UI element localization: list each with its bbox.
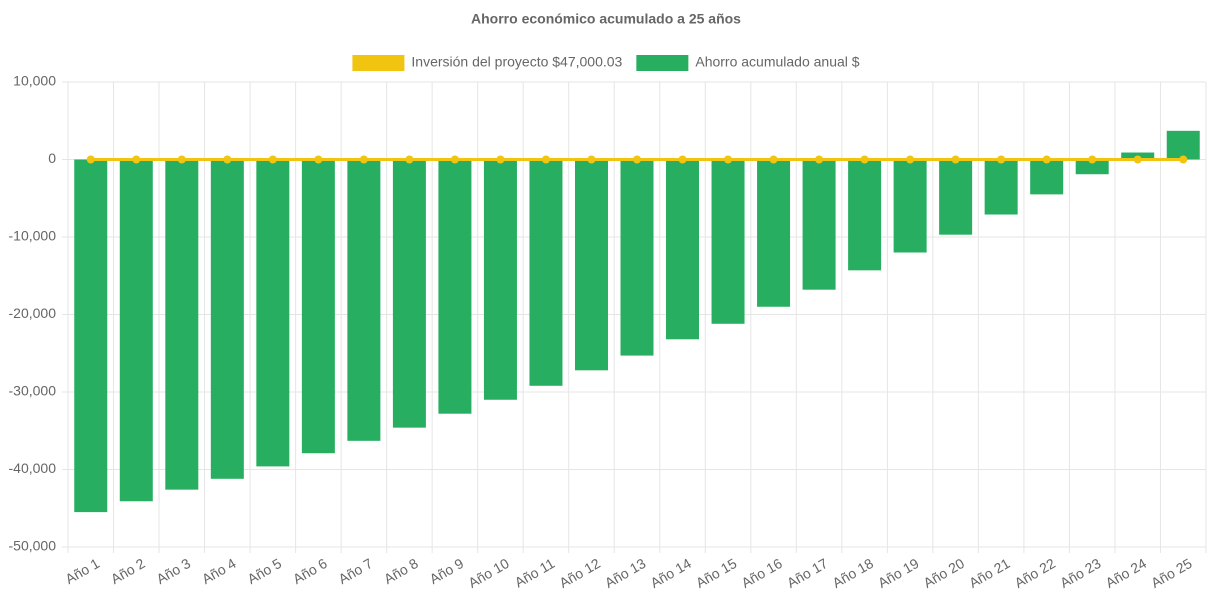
chart-title: Ahorro económico acumulado a 25 años (471, 11, 741, 27)
y-tick-label: -40,000 (9, 460, 57, 476)
legend-item: Inversión del proyecto $47,000.03 (352, 54, 623, 71)
line-point (1179, 155, 1188, 164)
bar (802, 159, 836, 290)
x-tick-label: Año 25 (1148, 555, 1195, 591)
x-tick-label: Año 1 (62, 555, 102, 587)
x-tick-label: Año 8 (381, 555, 421, 587)
bar (1075, 159, 1109, 175)
x-tick-label: Año 9 (427, 555, 467, 587)
bar (939, 159, 973, 235)
bar (165, 159, 199, 490)
x-tick-label: Año 5 (245, 555, 285, 587)
legend-swatch (636, 55, 689, 71)
y-tick-label: -50,000 (9, 538, 57, 554)
line-point (860, 155, 869, 164)
x-tick-label: Año 23 (1057, 555, 1104, 591)
bar (119, 159, 153, 502)
bar (711, 159, 745, 324)
legend-label: Inversión del proyecto $47,000.03 (411, 54, 622, 70)
x-tick-label: Año 13 (602, 555, 649, 591)
y-tick-label: -30,000 (9, 383, 57, 399)
line-point (1133, 155, 1142, 164)
x-tick-label: Año 18 (830, 555, 877, 591)
x-tick-label: Año 17 (784, 555, 831, 591)
x-tick-label: Año 12 (556, 555, 603, 591)
x-tick-label: Año 15 (693, 555, 740, 591)
y-tick-label: 10,000 (13, 73, 56, 89)
legend: Inversión del proyecto $47,000.03 Ahorro … (352, 54, 860, 71)
legend-item: Ahorro acumulado anual $ (636, 54, 860, 71)
bar (74, 159, 108, 513)
line-point (815, 155, 824, 164)
line-point (450, 155, 459, 164)
y-tick-label: 0 (48, 150, 56, 166)
line-point (496, 155, 505, 164)
x-tick-label: Año 7 (336, 555, 376, 587)
line-point (951, 155, 960, 164)
line-point (678, 155, 687, 164)
line-point (1042, 155, 1051, 164)
bar (392, 159, 426, 428)
bar (210, 159, 244, 479)
x-tick-label: Año 11 (512, 555, 558, 591)
line-point (314, 155, 323, 164)
x-tick-label: Año 3 (153, 555, 193, 587)
x-tick-label: Año 22 (1012, 555, 1059, 591)
line-point (132, 155, 141, 164)
bar (483, 159, 517, 400)
line-point (769, 155, 778, 164)
line-point (359, 155, 368, 164)
bar (848, 159, 882, 271)
y-tick-label: -10,000 (9, 228, 57, 244)
bar (757, 159, 791, 307)
x-tick-label: Año 20 (921, 555, 968, 591)
bar (301, 159, 335, 454)
bar (438, 159, 472, 414)
x-tick-label: Año 2 (108, 555, 148, 587)
bar (984, 159, 1018, 215)
x-tick-label: Año 16 (738, 555, 785, 591)
line-point (633, 155, 641, 164)
line-point (906, 155, 915, 164)
legend-swatch (352, 55, 405, 71)
line-point (177, 155, 186, 164)
x-tick-label: Año 6 (290, 555, 330, 587)
bar (620, 159, 654, 356)
line-point (724, 155, 733, 164)
bar (1030, 159, 1064, 195)
line-point (1088, 155, 1097, 164)
line-point (86, 155, 95, 164)
bar (256, 159, 290, 467)
line-point (587, 155, 596, 164)
line-point (997, 155, 1006, 164)
line-point (541, 155, 550, 164)
x-tick-label: Año 10 (465, 555, 512, 591)
bar (529, 159, 563, 386)
x-tick-label: Año 24 (1103, 555, 1150, 591)
line-point (268, 155, 277, 164)
bar (574, 159, 608, 371)
bar (1166, 130, 1200, 160)
bar (666, 159, 700, 340)
x-tick-label: Año 19 (875, 555, 922, 591)
line-point (405, 155, 414, 164)
x-tick-label: Año 14 (647, 555, 694, 591)
bar (893, 159, 927, 253)
bar (347, 159, 381, 441)
y-tick-label: -20,000 (9, 305, 57, 321)
legend-label: Ahorro acumulado anual $ (695, 54, 859, 70)
line-point (223, 155, 232, 164)
x-tick-label: Año 4 (199, 555, 239, 587)
x-tick-label: Año 21 (966, 555, 1013, 591)
